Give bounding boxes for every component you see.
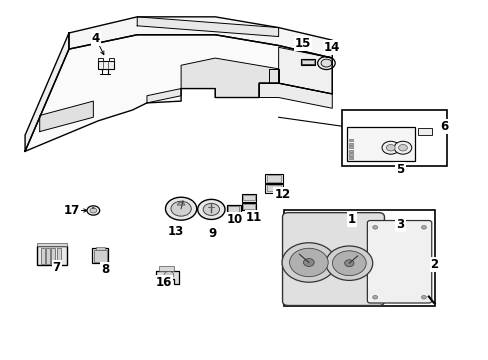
Circle shape [398,144,407,151]
Circle shape [372,226,377,229]
Circle shape [421,226,426,229]
Circle shape [421,296,426,299]
Circle shape [87,206,100,215]
FancyBboxPatch shape [282,213,384,306]
Polygon shape [181,58,278,98]
Circle shape [321,59,331,67]
Text: 15: 15 [294,37,310,50]
Text: 14: 14 [324,41,340,54]
Bar [98,61,114,69]
Bar [243,195,254,201]
Circle shape [386,144,394,151]
Text: 2: 2 [430,258,438,271]
Circle shape [92,207,95,209]
Text: 8: 8 [101,263,109,276]
Bar [243,204,254,210]
Text: 13: 13 [168,225,184,238]
Circle shape [332,251,366,276]
Bar [417,128,431,135]
Circle shape [317,57,334,69]
Circle shape [289,248,327,277]
Text: 5: 5 [396,163,404,176]
Bar [57,248,61,264]
Text: 11: 11 [245,211,262,224]
Bar [94,250,106,262]
Bar [300,59,315,65]
Circle shape [163,271,173,279]
Polygon shape [278,47,331,94]
Bar [109,58,114,61]
Bar [41,248,44,264]
Circle shape [90,208,97,213]
Text: 4: 4 [91,32,100,45]
Bar [46,248,50,264]
Bar [98,58,103,61]
Bar [228,206,239,213]
Text: 16: 16 [156,276,172,289]
Bar [348,157,352,159]
Polygon shape [259,83,331,108]
Bar [92,248,108,263]
Polygon shape [69,17,331,58]
Circle shape [203,203,219,215]
Text: 12: 12 [274,188,290,201]
Bar [37,246,66,265]
FancyBboxPatch shape [366,221,431,303]
Text: 3: 3 [396,218,404,231]
Text: 17: 17 [63,204,80,217]
Polygon shape [137,17,278,37]
Bar [241,203,256,211]
Polygon shape [25,35,331,151]
Polygon shape [40,101,93,132]
Bar [348,146,352,148]
Circle shape [393,141,411,154]
Bar [265,174,282,183]
Bar [241,194,256,202]
Circle shape [165,197,196,220]
Bar [96,247,104,250]
Polygon shape [147,89,181,103]
Bar [302,60,313,64]
Circle shape [344,260,353,267]
Polygon shape [177,202,184,205]
Circle shape [197,199,224,220]
Polygon shape [25,33,69,151]
Bar [348,150,352,152]
Bar [348,139,352,141]
Bar [51,248,55,264]
Circle shape [372,296,377,299]
Text: 1: 1 [347,213,355,226]
Bar [266,185,281,192]
Text: 6: 6 [439,120,447,133]
Polygon shape [156,271,178,284]
Text: 10: 10 [226,213,243,226]
Text: 9: 9 [208,227,217,240]
Text: 7: 7 [53,261,61,274]
Bar [266,175,281,182]
Bar [37,243,66,246]
Circle shape [303,258,314,266]
Bar [265,184,282,193]
Bar [346,127,414,161]
Bar [348,153,352,156]
Circle shape [282,243,335,282]
Bar [226,205,240,214]
Circle shape [171,201,191,216]
Bar [348,143,352,145]
Bar [159,266,173,271]
Circle shape [325,246,372,280]
Circle shape [381,141,399,154]
Bar [341,110,446,166]
Bar [283,211,434,306]
